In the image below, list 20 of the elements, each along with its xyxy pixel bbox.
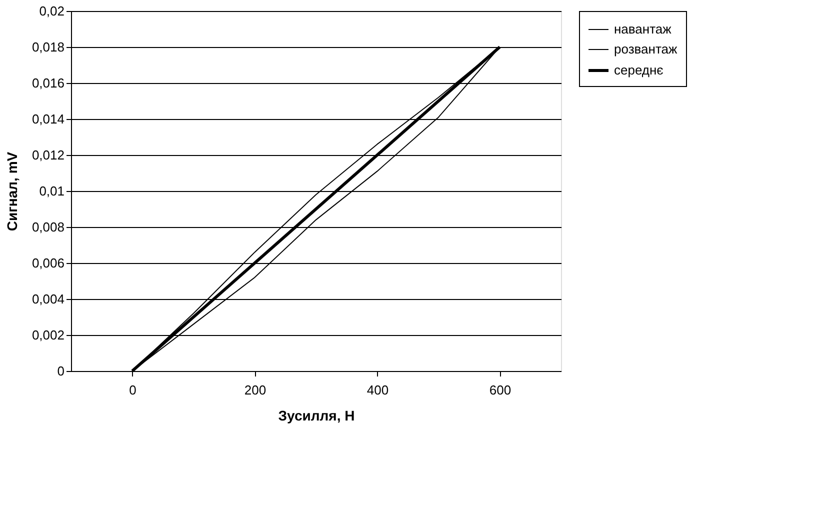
- legend-label: навантаж: [614, 22, 672, 36]
- y-tick-label: 0,018: [32, 40, 64, 54]
- y-tick-label: 0,01: [39, 184, 64, 198]
- legend-label: середнє: [614, 62, 664, 78]
- x-tick-label: 400: [366, 382, 389, 398]
- y-tick-label: 0,02: [39, 4, 64, 18]
- x-axis-title: Зусилля, Н: [278, 408, 355, 424]
- y-tick-label: 0,002: [32, 328, 64, 342]
- y-tick-label: 0,006: [32, 256, 64, 270]
- y-tick-label: 0,008: [32, 220, 64, 234]
- x-tick-label: 0: [129, 382, 136, 398]
- x-tick-label: 200: [244, 382, 266, 398]
- y-tick-label: 0,012: [32, 148, 64, 162]
- y-tick-label: 0: [57, 364, 64, 378]
- y-tick-label: 0,014: [32, 112, 64, 126]
- x-tick-label: 600: [489, 382, 512, 398]
- legend-label: розвантаж: [614, 42, 678, 56]
- y-tick-label: 0,016: [32, 76, 64, 90]
- y-axis-title: Сигнал, mV: [4, 151, 20, 232]
- y-tick-label: 0,004: [32, 292, 64, 306]
